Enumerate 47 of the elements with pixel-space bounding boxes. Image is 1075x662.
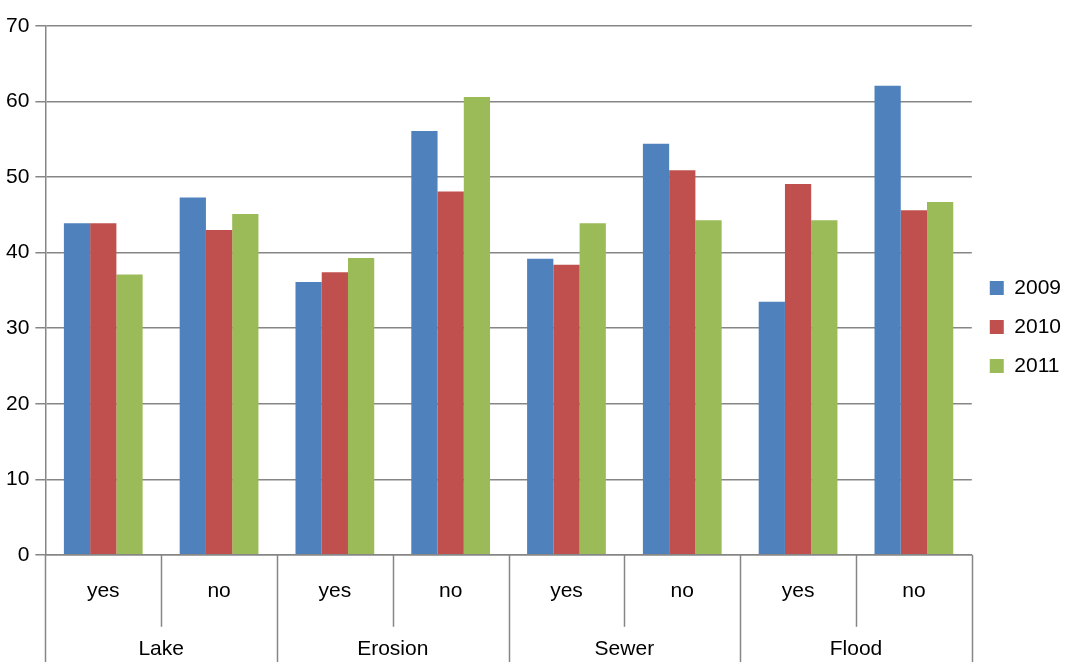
x-tick-label: yes xyxy=(86,578,120,602)
bar xyxy=(811,220,838,555)
x-tick-label: no xyxy=(438,578,463,602)
text: Sewer xyxy=(594,635,655,659)
bar xyxy=(553,264,580,555)
bar xyxy=(411,131,438,555)
bar xyxy=(437,191,464,555)
bar xyxy=(116,274,143,555)
text: Erosion xyxy=(357,635,429,659)
bar xyxy=(90,223,117,555)
bar xyxy=(642,143,670,555)
y-tick-label: 20 xyxy=(6,390,30,414)
bar xyxy=(205,229,233,555)
bar xyxy=(874,85,901,555)
y-tick-label: 0 xyxy=(17,541,30,565)
y-tick-label: 30 xyxy=(6,314,30,338)
bar xyxy=(758,301,785,555)
x-tick-label: no xyxy=(670,578,694,602)
bar xyxy=(579,223,606,555)
x-tick-label: yes xyxy=(550,578,583,602)
legend-label: 2009 xyxy=(1014,274,1061,298)
bar xyxy=(527,258,554,555)
bar xyxy=(784,183,812,555)
legend-label: 2010 xyxy=(1014,313,1061,337)
y-tick-label: 60 xyxy=(6,88,30,112)
x-tick-label: yes xyxy=(318,578,352,602)
legend-label: 2011 xyxy=(1014,352,1060,376)
bar xyxy=(900,210,928,555)
bar xyxy=(669,170,696,555)
bar xyxy=(63,223,91,555)
y-tick-label: 70 xyxy=(6,12,30,36)
bar xyxy=(321,272,348,555)
bar xyxy=(232,214,259,555)
x-tick-label: yes xyxy=(781,578,815,602)
bar xyxy=(179,197,206,555)
y-tick-label: 40 xyxy=(6,239,30,263)
bar xyxy=(347,257,375,555)
bar xyxy=(295,282,322,555)
x-tick-label: no xyxy=(902,578,926,602)
y-tick-label: 50 xyxy=(6,163,30,187)
bar xyxy=(695,220,722,555)
bar xyxy=(927,202,954,555)
text: Lake xyxy=(138,635,184,659)
bar xyxy=(463,97,491,555)
y-tick-label: 10 xyxy=(6,466,30,490)
x-tick-label: no xyxy=(207,578,231,602)
text: Flood xyxy=(829,635,883,659)
